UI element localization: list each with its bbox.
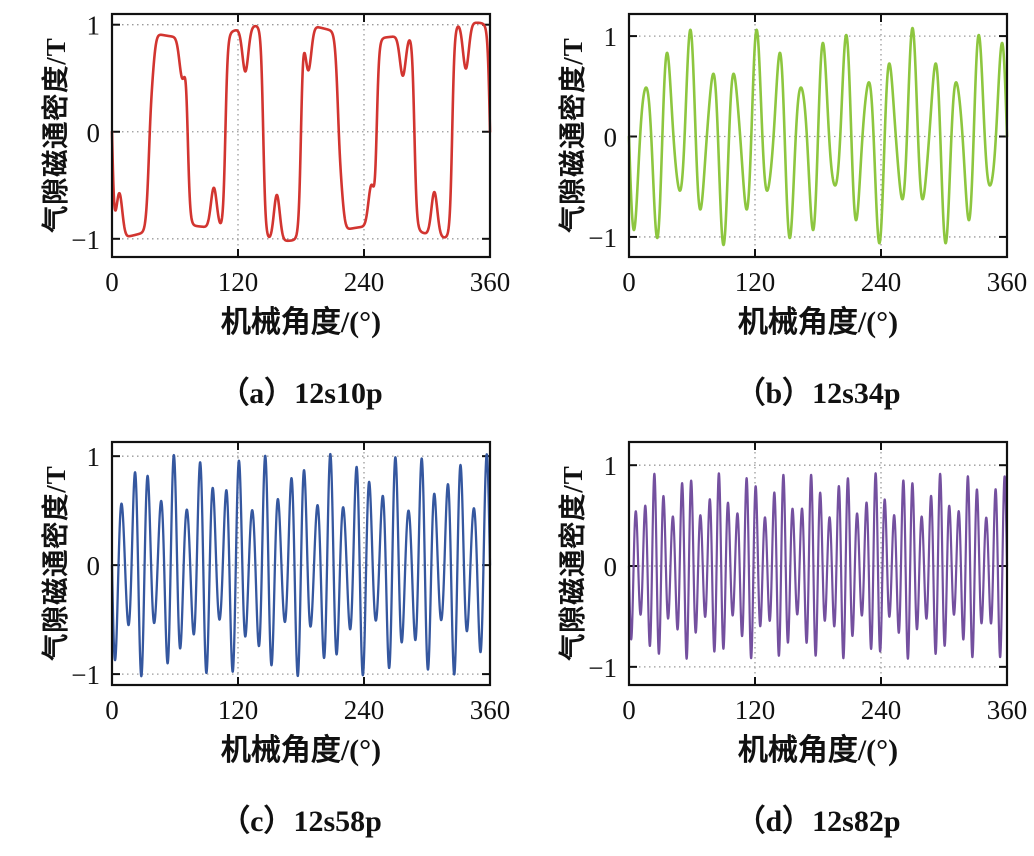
plot-border xyxy=(110,440,492,687)
x-tick-label: 0 xyxy=(622,695,636,725)
x-tick-label: 120 xyxy=(218,695,259,725)
plot-border xyxy=(627,440,1009,687)
y-tick-label: 1 xyxy=(604,22,618,52)
x-tick-label: 240 xyxy=(344,695,385,725)
x-tick-label: 0 xyxy=(622,267,636,297)
y-tick-label: −1 xyxy=(71,660,100,690)
x-axis-label-a: 机械角度/(°) xyxy=(220,306,382,339)
y-tick-label: −1 xyxy=(71,225,100,255)
subplot-b: 0 120 240 360 1 0 −1 气隙磁通密度/T 机械角度/(°) （b）12s3… xyxy=(517,0,1034,428)
caption-c: （c）12s58p xyxy=(220,805,382,838)
y-axis-label-d: 气隙磁通密度/T xyxy=(558,465,588,661)
caption-d: （d）12s82p xyxy=(735,805,901,838)
x-axis-label-b: 机械角度/(°) xyxy=(737,306,899,339)
plot-border xyxy=(627,12,1009,259)
waveform-d xyxy=(627,472,1009,660)
x-tick-label: 240 xyxy=(344,267,385,297)
y-axis-label-c: 气隙磁通密度/T xyxy=(41,465,71,661)
waveform-c xyxy=(110,452,492,678)
subplot-d: 0 120 240 360 1 0 −1 气隙磁通密度/T 机械角度/(°) （d）12s8… xyxy=(517,428,1034,856)
x-tick-label: 360 xyxy=(987,695,1028,725)
x-tick-label: 0 xyxy=(105,695,119,725)
x-tick-label: 360 xyxy=(987,267,1028,297)
x-tick-label: 120 xyxy=(218,267,259,297)
x-tick-label: 120 xyxy=(735,695,776,725)
y-axis-label-b: 气隙磁通密度/T xyxy=(558,37,588,233)
x-tick-label: 360 xyxy=(470,695,511,725)
y-tick-label: 1 xyxy=(87,442,101,472)
y-axis-label-a: 气隙磁通密度/T xyxy=(41,37,71,233)
y-tick-label: 0 xyxy=(87,118,101,148)
y-tick-label: 1 xyxy=(87,11,101,41)
y-tick-label: −1 xyxy=(588,223,617,253)
x-tick-label: 0 xyxy=(105,267,119,297)
x-tick-label: 240 xyxy=(861,695,902,725)
y-tick-label: 1 xyxy=(604,451,618,481)
y-tick-label: 0 xyxy=(604,123,618,153)
x-tick-label: 240 xyxy=(861,267,902,297)
subplot-a: 0 120 240 360 1 0 −1 气隙磁通密度/T 机械角度/(°) （a）12s1… xyxy=(0,0,517,428)
y-tick-label: 0 xyxy=(604,552,618,582)
waveform-b xyxy=(627,26,1009,247)
caption-b: （b）12s34p xyxy=(735,377,901,410)
plot-border xyxy=(110,12,492,259)
x-axis-label-d: 机械角度/(°) xyxy=(737,734,899,767)
caption-a: （a）12s10p xyxy=(219,377,383,410)
y-tick-label: 0 xyxy=(87,551,101,581)
x-tick-label: 120 xyxy=(735,267,776,297)
waveform-a xyxy=(110,21,492,243)
x-axis-label-c: 机械角度/(°) xyxy=(220,734,382,767)
x-tick-label: 360 xyxy=(470,267,511,297)
y-tick-label: −1 xyxy=(588,653,617,683)
subplot-c: 0 120 240 360 1 0 −1 气隙磁通密度/T 机械角度/(°) （c）12s5… xyxy=(0,428,517,856)
